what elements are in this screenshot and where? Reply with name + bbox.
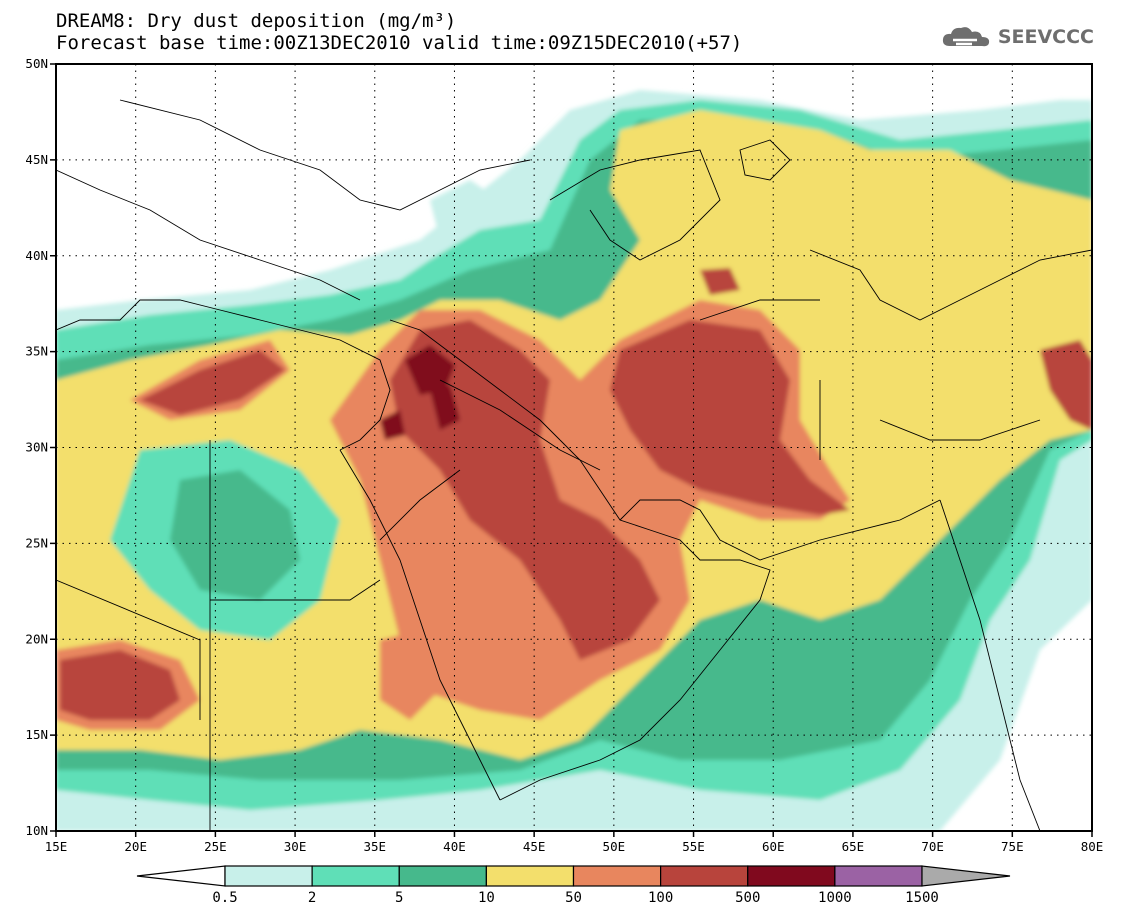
axis-ticks: 15E 20E 25E 30E 35E 40E 45E 50E 55E 60E 65E 70E 75E 8… — [25, 56, 1103, 854]
colorbar-level-label: 0.5 — [212, 890, 237, 906]
lat-tick-label: 25N — [25, 535, 48, 550]
colorbar-level-label: 50 — [565, 890, 582, 906]
colorbar-swatch — [398, 865, 487, 887]
colorbar-swatch — [660, 865, 749, 887]
lon-tick-label: 80E — [1081, 839, 1104, 854]
lat-tick-label: 20N — [25, 631, 48, 646]
lat-tick-label: 10N — [25, 823, 48, 838]
lat-tick-label: 45N — [25, 152, 48, 167]
lat-tick-label: 40N — [25, 248, 48, 263]
lon-tick-label: 60E — [762, 839, 785, 854]
lat-tick-label: 15N — [25, 727, 48, 742]
deposition-field — [56, 64, 1092, 831]
colorbar-swatch — [747, 865, 836, 887]
seevccc-logo: SEEVCCC — [940, 24, 1094, 50]
colorbar-swatch — [224, 865, 313, 887]
lat-tick-label: 50N — [25, 56, 48, 71]
lon-tick-label: 40E — [443, 839, 466, 854]
colorbar: 0.5 2 5 10 50 100 500 1000 1500 — [136, 865, 1011, 906]
colorbar-level-label: 10 — [478, 890, 495, 906]
lon-tick-label: 55E — [682, 839, 705, 854]
colorbar-level-label: 2 — [308, 890, 316, 906]
logo-text: SEEVCCC — [997, 26, 1094, 48]
cloud-icon — [942, 27, 989, 47]
lon-tick-label: 30E — [284, 839, 307, 854]
colorbar-over-triangle — [921, 865, 1011, 887]
colorbar-swatch — [485, 865, 575, 887]
lon-tick-label: 70E — [921, 839, 944, 854]
lon-tick-label: 15E — [45, 839, 68, 854]
coastlines — [56, 99, 1092, 831]
map-title: DREAM8: Dry dust deposition (mg/m³) — [56, 10, 457, 32]
lon-tick-label: 65E — [842, 839, 865, 854]
lon-tick-label: 75E — [1001, 839, 1024, 854]
colorbar-level-label: 500 — [735, 890, 760, 906]
lon-tick-label: 35E — [363, 839, 386, 854]
graticule — [56, 64, 1092, 831]
colorbar-level-label: 1000 — [818, 890, 852, 906]
colorbar-under-triangle — [136, 865, 226, 887]
lon-tick-label: 20E — [124, 839, 147, 854]
lon-tick-label: 45E — [523, 839, 546, 854]
lat-tick-label: 35N — [25, 344, 48, 359]
lon-tick-label: 50E — [603, 839, 626, 854]
colorbar-level-label: 1500 — [905, 890, 939, 906]
colorbar-swatch — [572, 865, 662, 887]
colorbar-swatch — [834, 865, 923, 887]
colorbar-level-label: 100 — [648, 890, 673, 906]
colorbar-level-label: 5 — [395, 890, 403, 906]
map-subtitle: Forecast base time:00Z13DEC2010 valid ti… — [56, 32, 743, 54]
lat-tick-label: 30N — [25, 440, 48, 455]
lon-tick-label: 25E — [204, 839, 227, 854]
colorbar-swatch — [311, 865, 400, 887]
